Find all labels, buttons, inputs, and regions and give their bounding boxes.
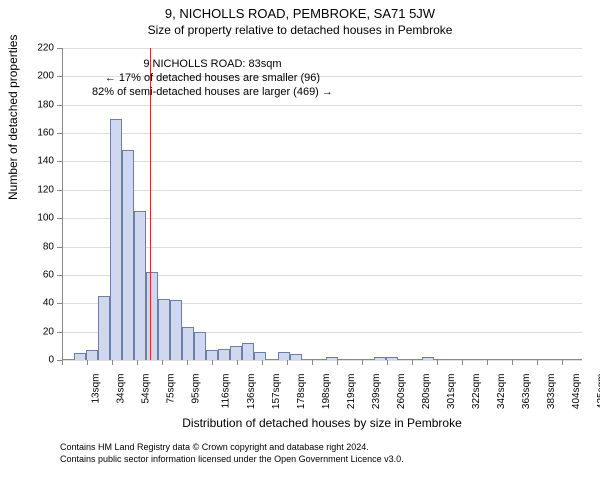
x-tick-label: 34sqm — [116, 374, 127, 404]
x-tick-label: 260sqm — [396, 374, 407, 410]
x-tick-mark — [162, 360, 163, 365]
x-tick-mark — [462, 360, 463, 365]
x-tick-label: 54sqm — [141, 374, 152, 404]
histogram-bar — [98, 296, 110, 360]
x-tick-mark — [362, 360, 363, 365]
footer-line-1: Contains HM Land Registry data © Crown c… — [60, 442, 590, 454]
x-tick-label: 280sqm — [421, 374, 432, 410]
x-tick-label: 342sqm — [496, 374, 507, 410]
histogram-bar — [170, 300, 182, 360]
y-tick-label: 200 — [37, 71, 54, 82]
histogram-bar — [290, 354, 302, 360]
grid-line — [62, 48, 582, 49]
x-tick-label: 13sqm — [91, 374, 102, 404]
histogram-bar — [122, 150, 134, 360]
annotation-box: 9 NICHOLLS ROAD: 83sqm ← 17% of detached… — [92, 58, 333, 99]
x-tick-mark — [62, 360, 63, 365]
x-tick-mark — [312, 360, 313, 365]
footer-line-2: Contains public sector information licen… — [60, 454, 590, 466]
y-tick-label: 80 — [43, 241, 54, 252]
histogram-bar — [158, 299, 170, 360]
histogram-bar — [194, 332, 206, 360]
histogram-bar — [254, 352, 266, 361]
y-axis-label: Number of detached properties — [6, 35, 20, 200]
page-title: 9, NICHOLLS ROAD, PEMBROKE, SA71 5JW — [0, 0, 600, 21]
x-tick-mark — [187, 360, 188, 365]
x-tick-label: 178sqm — [296, 374, 307, 410]
histogram-bar — [74, 353, 86, 360]
histogram-bar — [86, 350, 98, 360]
x-tick-label: 301sqm — [446, 374, 457, 410]
x-tick-mark — [487, 360, 488, 365]
y-tick-label: 0 — [48, 355, 54, 366]
x-tick-mark — [512, 360, 513, 365]
x-tick-mark — [262, 360, 263, 365]
y-axis-line — [62, 48, 63, 360]
annotation-line-2: ← 17% of detached houses are smaller (96… — [92, 72, 333, 86]
grid-line — [62, 105, 582, 106]
annotation-line-3: 82% of semi-detached houses are larger (… — [92, 86, 333, 100]
histogram-bar — [146, 272, 158, 360]
x-tick-mark — [237, 360, 238, 365]
x-tick-label: 198sqm — [321, 374, 332, 410]
y-tick-label: 120 — [37, 184, 54, 195]
x-tick-label: 383sqm — [546, 374, 557, 410]
x-tick-mark — [437, 360, 438, 365]
y-tick-label: 20 — [43, 326, 54, 337]
grid-line — [62, 133, 582, 134]
x-tick-label: 157sqm — [271, 374, 282, 410]
histogram-bar — [182, 327, 194, 360]
x-tick-label: 404sqm — [571, 374, 582, 410]
y-tick-label: 40 — [43, 298, 54, 309]
y-tick-label: 140 — [37, 156, 54, 167]
y-tick-label: 60 — [43, 269, 54, 280]
x-tick-label: 322sqm — [471, 374, 482, 410]
histogram-bar — [242, 343, 254, 360]
histogram-bar — [110, 119, 122, 360]
x-tick-mark — [337, 360, 338, 365]
x-tick-mark — [562, 360, 563, 365]
x-tick-label: 425sqm — [596, 374, 600, 410]
histogram-bar — [134, 211, 146, 360]
x-tick-mark — [112, 360, 113, 365]
grid-line — [62, 190, 582, 191]
x-axis-label: Distribution of detached houses by size … — [62, 416, 582, 430]
x-tick-mark — [387, 360, 388, 365]
x-tick-label: 363sqm — [521, 374, 532, 410]
x-tick-label: 239sqm — [371, 374, 382, 410]
histogram-bar — [206, 350, 218, 360]
x-tick-label: 136sqm — [246, 374, 257, 410]
chart-container: 9, NICHOLLS ROAD, PEMBROKE, SA71 5JW Siz… — [0, 0, 600, 500]
y-tick-label: 100 — [37, 213, 54, 224]
y-tick-label: 220 — [37, 43, 54, 54]
x-tick-mark — [537, 360, 538, 365]
histogram-bar — [422, 357, 434, 360]
y-tick-label: 180 — [37, 99, 54, 110]
grid-line — [62, 161, 582, 162]
x-tick-mark — [412, 360, 413, 365]
footer: Contains HM Land Registry data © Crown c… — [60, 442, 590, 465]
histogram-bar — [278, 352, 290, 361]
y-tick-label: 160 — [37, 128, 54, 139]
grid-line — [62, 360, 582, 361]
x-tick-label: 75sqm — [166, 374, 177, 404]
histogram-bar — [218, 349, 230, 360]
x-tick-label: 95sqm — [191, 374, 202, 404]
annotation-line-1: 9 NICHOLLS ROAD: 83sqm — [92, 58, 333, 72]
histogram-bar — [374, 357, 386, 360]
histogram-bar — [230, 346, 242, 360]
x-tick-mark — [287, 360, 288, 365]
page-subtitle: Size of property relative to detached ho… — [0, 21, 600, 37]
x-tick-label: 219sqm — [346, 374, 357, 410]
x-tick-mark — [87, 360, 88, 365]
x-tick-label: 116sqm — [220, 374, 231, 409]
x-tick-mark — [137, 360, 138, 365]
x-tick-mark — [212, 360, 213, 365]
